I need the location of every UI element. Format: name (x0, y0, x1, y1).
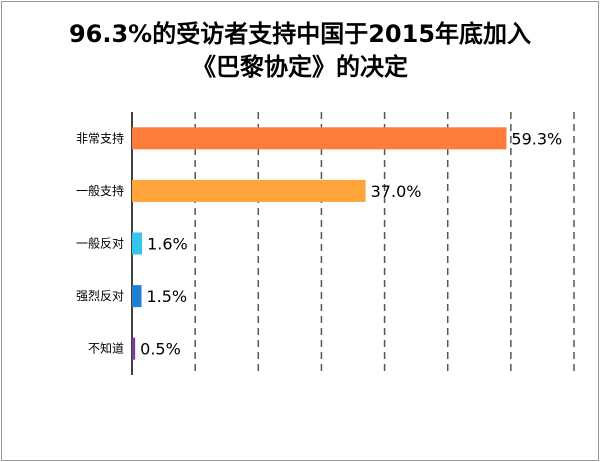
data-label: 0.5% (140, 340, 181, 359)
data-label: 1.5% (146, 287, 187, 306)
data-label: 59.3% (511, 129, 562, 148)
category-label: 强烈反对 (76, 289, 124, 303)
category-label: 一般支持 (76, 183, 124, 198)
bar (132, 127, 507, 150)
gridlines (131, 112, 575, 375)
bar (132, 232, 143, 255)
bar (132, 285, 142, 308)
chart-title-line-2: 《巴黎协定》的决定 (192, 53, 408, 81)
category-label: 一般反对 (76, 236, 124, 251)
category-label: 不知道 (88, 342, 124, 356)
bars (132, 127, 507, 360)
bar (132, 179, 366, 202)
data-label: 37.0% (371, 182, 422, 201)
chart-title: 96.3%的受访者支持中国于2015年底加入 《巴黎协定》的决定 (0, 18, 600, 84)
category-label: 非常支持 (76, 130, 124, 145)
data-label: 1.6% (147, 235, 188, 254)
bar (132, 337, 136, 360)
chart-title-line-1: 96.3%的受访者支持中国于2015年底加入 (68, 20, 532, 48)
labels: 非常支持 59.3% 一般支持 37.0% 一般反对 1.6% 强烈反对 1.5% 不知道 0.5… (76, 129, 562, 358)
